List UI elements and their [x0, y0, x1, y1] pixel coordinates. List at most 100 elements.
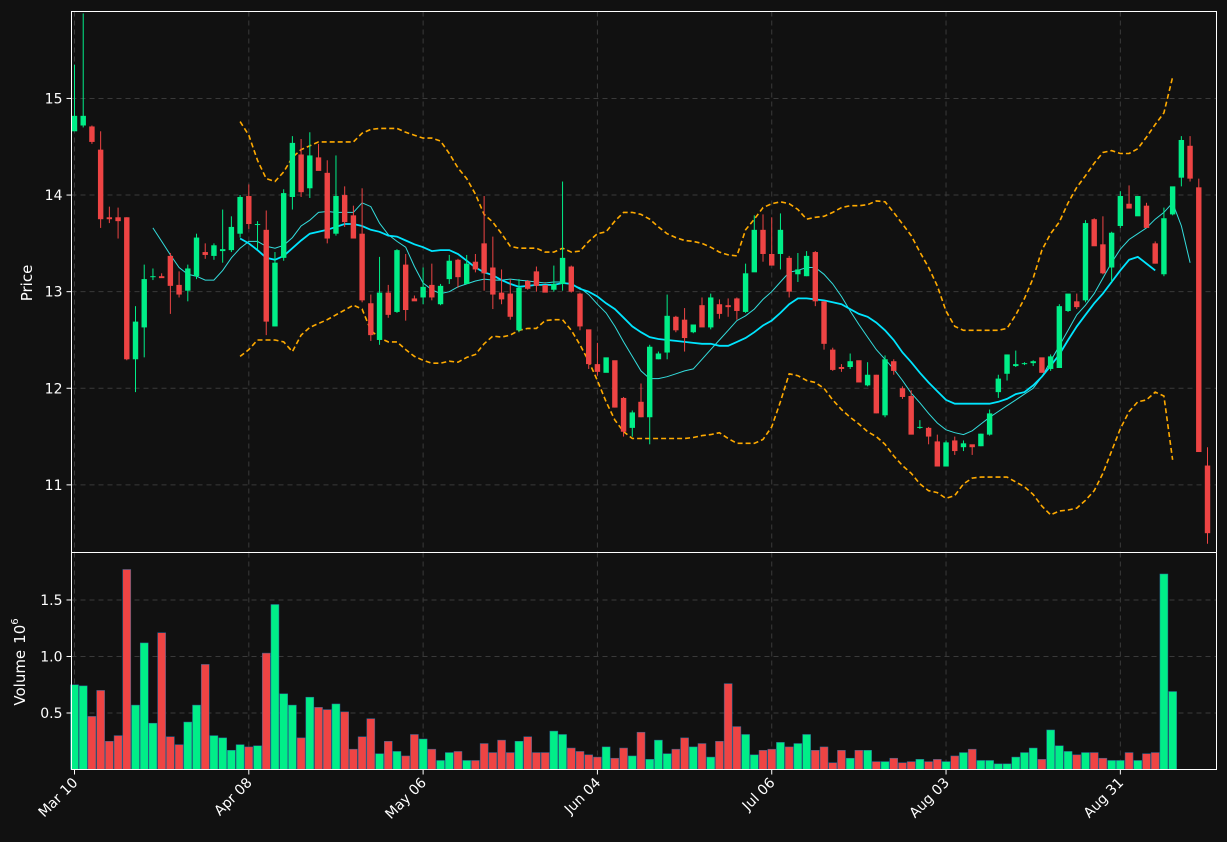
candle-body-down — [411, 298, 418, 302]
candle-body-up — [1135, 196, 1141, 217]
volume-y-tick-label: 0.5 — [40, 706, 62, 722]
candle-body-up — [132, 321, 139, 360]
volume-bar — [706, 756, 715, 770]
candle-body-down — [734, 298, 740, 311]
volume-bar — [732, 726, 742, 770]
volume-bar — [410, 734, 419, 770]
candle-body-up — [1169, 186, 1176, 215]
volume-y-tick-label: 1.0 — [40, 649, 62, 665]
candle-body-up — [559, 257, 566, 284]
candle-body-up — [1065, 293, 1071, 311]
price-y-tick-label: 15 — [45, 91, 63, 107]
candle-body-down — [490, 267, 496, 295]
candle-body-up — [1056, 306, 1063, 368]
volume-bar — [1116, 760, 1125, 770]
volume-bar — [758, 750, 768, 770]
volume-bar — [322, 709, 332, 770]
volume-bar — [697, 743, 707, 770]
volume-bar — [985, 760, 994, 770]
candle-body-down — [586, 329, 592, 365]
candle-body-down — [1196, 187, 1202, 453]
volume-bar — [1055, 745, 1064, 770]
volume-axis-label: Volume106 — [10, 618, 29, 705]
volume-panel: 0.5 1.0 1.5 Volume106 — [10, 552, 1217, 770]
candle-body-up — [228, 226, 235, 251]
candle-body-down — [577, 293, 583, 327]
volume-bar — [122, 569, 132, 770]
candle-body-up — [185, 268, 191, 291]
volume-bar — [540, 752, 550, 770]
candle-body-up — [551, 283, 557, 290]
volume-bar — [837, 750, 846, 770]
volume-bar — [383, 740, 393, 770]
candle-body-up — [420, 286, 426, 298]
candle-body-down — [158, 276, 165, 279]
candle-body-up — [307, 155, 313, 189]
x-tick-label: Aug 31 — [1081, 775, 1127, 821]
volume-bar — [261, 652, 271, 770]
volume-bar — [1107, 760, 1116, 770]
candle-body-down — [760, 229, 766, 254]
volume-bar — [87, 716, 97, 770]
volume-bar — [636, 731, 646, 770]
candle-body-up — [943, 442, 949, 467]
candle-body-down — [769, 253, 775, 266]
candle-body-up — [1178, 139, 1185, 178]
candle-body-down — [481, 243, 487, 274]
volume-bar — [157, 632, 166, 770]
volume-bar — [828, 762, 837, 770]
x-tick-label: May 06 — [382, 775, 430, 823]
volume-bar — [784, 746, 794, 770]
volume-bar — [532, 752, 541, 770]
candle-body-up — [1047, 356, 1054, 369]
candle-body-up — [463, 263, 470, 284]
price-y-tick-label: 13 — [45, 285, 63, 301]
volume-bar — [78, 685, 88, 770]
candle-body-down — [115, 217, 121, 222]
candle-body-up — [803, 255, 810, 277]
volume-bar — [689, 746, 698, 770]
candle-body-down — [298, 154, 304, 193]
volume-bar — [253, 745, 262, 770]
volume-bar — [235, 744, 245, 770]
candle-body-up — [1004, 354, 1010, 374]
volume-bar — [1037, 759, 1047, 770]
volume-bar — [366, 718, 376, 770]
volume-bar — [767, 748, 776, 770]
candle-body-down — [830, 349, 836, 370]
candle-body-down — [638, 401, 644, 418]
candle-body-down — [812, 252, 819, 302]
candle-body-down — [934, 441, 941, 467]
candle-body-up — [1082, 223, 1089, 301]
volume-bar — [488, 752, 498, 770]
candle-body-up — [864, 374, 871, 386]
candle-body-up — [376, 292, 383, 340]
volume-bar — [854, 750, 864, 770]
candle-body-up — [795, 269, 801, 275]
candle-body-down — [472, 261, 479, 270]
bollinger-lower-line — [239, 304, 1174, 516]
candle-body-up — [1013, 364, 1019, 367]
candle-body-up — [211, 245, 217, 256]
candle-body-down — [725, 305, 731, 308]
x-axis-ticks: Mar 10 Apr 08 May 06 Jun 04 Jul 06 Aug 03 Aug … — [36, 769, 1127, 823]
volume-bar — [113, 735, 123, 770]
volume-bar — [662, 753, 672, 770]
volume-bar — [471, 760, 480, 770]
candle-body-down — [1091, 219, 1097, 247]
volume-bar — [933, 759, 942, 770]
candle-body-down — [716, 304, 723, 314]
volume-bar — [1081, 752, 1090, 770]
volume-y-tick-label: 1.5 — [40, 593, 62, 609]
candle-body-down — [1187, 145, 1193, 179]
candle-body-up — [708, 297, 714, 328]
volume-bar — [497, 739, 506, 770]
candle-body-up — [437, 285, 444, 305]
candle-body-up — [629, 412, 635, 428]
candle-body-down — [368, 303, 374, 336]
volume-bar — [418, 738, 428, 770]
candle-body-up — [394, 250, 400, 312]
candle-body-down — [899, 388, 906, 397]
volume-bar — [1168, 691, 1177, 770]
